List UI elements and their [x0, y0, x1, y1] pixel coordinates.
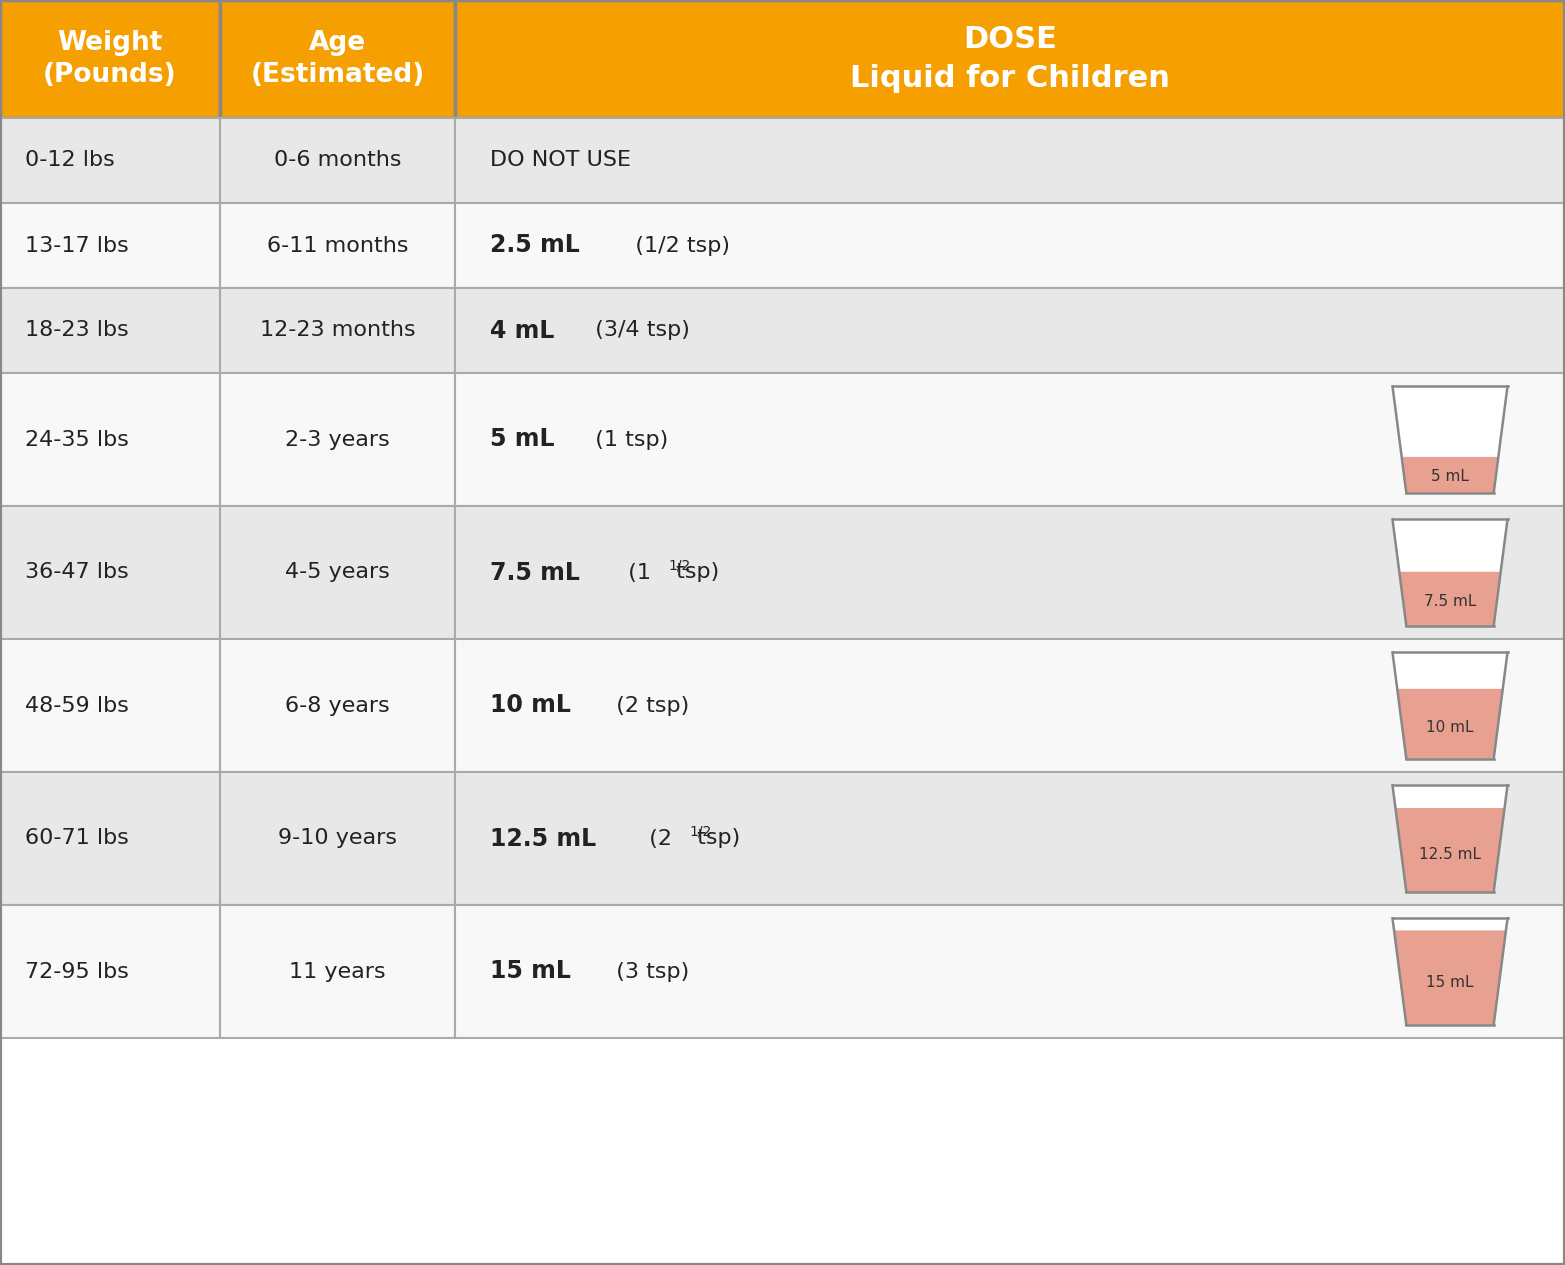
Text: 0-12 lbs: 0-12 lbs — [25, 151, 114, 171]
Text: 1/2: 1/2 — [668, 559, 692, 573]
Bar — [0, 373, 221, 506]
Bar — [0, 639, 221, 772]
Bar — [221, 288, 455, 373]
Text: 12.5 mL: 12.5 mL — [490, 826, 596, 850]
Text: (2 tsp): (2 tsp) — [603, 696, 690, 716]
Text: 0-6 months: 0-6 months — [274, 151, 401, 171]
Text: tsp): tsp) — [668, 563, 720, 582]
Text: 18-23 lbs: 18-23 lbs — [25, 320, 128, 340]
Polygon shape — [1393, 386, 1507, 492]
Bar — [455, 904, 1565, 1039]
Text: 15 mL: 15 mL — [1426, 975, 1474, 990]
Text: 60-71 lbs: 60-71 lbs — [25, 829, 128, 849]
Text: 4 mL: 4 mL — [490, 319, 554, 343]
Text: Age
(Estimated): Age (Estimated) — [250, 30, 424, 89]
Bar — [455, 506, 1565, 639]
Text: 6-8 years: 6-8 years — [285, 696, 390, 716]
Text: tsp): tsp) — [690, 829, 740, 849]
Bar — [221, 506, 455, 639]
Text: 5 mL: 5 mL — [1430, 469, 1470, 484]
Text: 12.5 mL: 12.5 mL — [1419, 846, 1480, 861]
Text: 72-95 lbs: 72-95 lbs — [25, 961, 128, 982]
Text: 24-35 lbs: 24-35 lbs — [25, 430, 128, 449]
Bar — [0, 0, 221, 118]
Bar — [221, 202, 455, 288]
Bar — [221, 118, 455, 202]
Bar — [221, 772, 455, 904]
Text: 5 mL: 5 mL — [490, 428, 554, 452]
Polygon shape — [1396, 808, 1504, 892]
Text: 6-11 months: 6-11 months — [266, 235, 408, 256]
Text: 10 mL: 10 mL — [1426, 720, 1474, 735]
Bar — [221, 904, 455, 1039]
Bar — [455, 288, 1565, 373]
Text: 15 mL: 15 mL — [490, 959, 571, 983]
Text: 36-47 lbs: 36-47 lbs — [25, 563, 128, 582]
Text: 7.5 mL: 7.5 mL — [490, 560, 581, 584]
Polygon shape — [1393, 918, 1507, 1025]
Text: 9-10 years: 9-10 years — [279, 829, 398, 849]
Bar — [455, 639, 1565, 772]
Text: 4-5 years: 4-5 years — [285, 563, 390, 582]
Text: 11 years: 11 years — [290, 961, 387, 982]
Polygon shape — [1393, 653, 1507, 759]
Text: 13-17 lbs: 13-17 lbs — [25, 235, 128, 256]
Bar — [455, 772, 1565, 904]
Bar — [221, 0, 455, 118]
Bar — [455, 118, 1565, 202]
Text: 1/2: 1/2 — [690, 825, 712, 839]
Bar — [0, 288, 221, 373]
Text: (3/4 tsp): (3/4 tsp) — [581, 320, 690, 340]
Bar — [0, 118, 221, 202]
Text: (2: (2 — [635, 829, 679, 849]
Text: 2.5 mL: 2.5 mL — [490, 234, 579, 258]
Bar — [0, 506, 221, 639]
Text: 10 mL: 10 mL — [490, 693, 571, 717]
Text: DOSE
Liquid for Children: DOSE Liquid for Children — [850, 25, 1171, 92]
Text: (1/2 tsp): (1/2 tsp) — [613, 235, 729, 256]
Text: DO NOT USE: DO NOT USE — [490, 151, 631, 171]
Polygon shape — [1399, 573, 1501, 626]
Text: 2-3 years: 2-3 years — [285, 430, 390, 449]
Text: (1 tsp): (1 tsp) — [581, 430, 668, 449]
Polygon shape — [1393, 520, 1507, 626]
Bar — [221, 639, 455, 772]
Polygon shape — [1398, 689, 1502, 759]
Bar — [455, 202, 1565, 288]
Bar — [455, 373, 1565, 506]
Polygon shape — [1394, 931, 1506, 1025]
Bar — [221, 373, 455, 506]
Text: 7.5 mL: 7.5 mL — [1424, 595, 1476, 610]
Bar — [0, 772, 221, 904]
Text: 48-59 lbs: 48-59 lbs — [25, 696, 128, 716]
Text: (3 tsp): (3 tsp) — [603, 961, 690, 982]
Bar — [0, 202, 221, 288]
Text: 12-23 months: 12-23 months — [260, 320, 415, 340]
Bar — [0, 904, 221, 1039]
Text: Weight
(Pounds): Weight (Pounds) — [44, 30, 177, 89]
Text: (1: (1 — [613, 563, 659, 582]
Polygon shape — [1393, 786, 1507, 892]
Polygon shape — [1402, 458, 1498, 492]
Bar — [455, 0, 1565, 118]
